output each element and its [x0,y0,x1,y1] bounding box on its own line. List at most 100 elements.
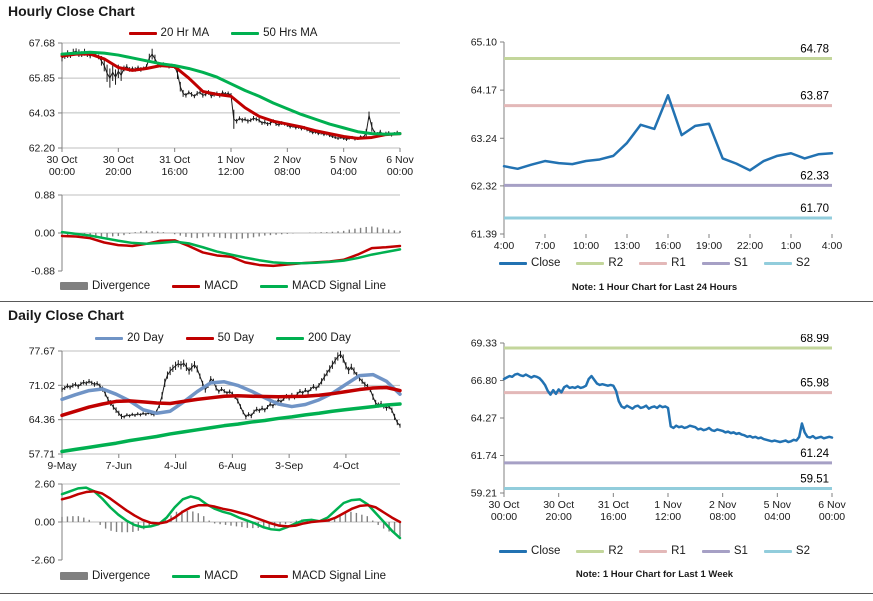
legend-label: R2 [608,257,624,269]
close-swatch [499,261,528,265]
hourly-ma-legend: 20 Hr MA 50 Hrs MA [54,27,392,39]
svg-text:2.60: 2.60 [35,479,56,491]
svg-text:9-May: 9-May [47,460,77,472]
svg-text:61.39: 61.39 [471,229,497,241]
svg-text:71.02: 71.02 [29,380,55,392]
svg-text:20:00: 20:00 [105,166,131,178]
svg-text:64.03: 64.03 [29,107,55,119]
svg-text:6 Nov: 6 Nov [386,154,414,166]
hourly-macd-chart: 0.88 0.00 -0.88 [31,190,402,278]
svg-text:61.24: 61.24 [800,448,829,460]
svg-text:62.20: 62.20 [29,143,55,155]
svg-text:6 Nov: 6 Nov [818,499,846,511]
r2-swatch [576,549,605,553]
legend-label: S2 [795,257,810,269]
legend-item-200day: 200 Day [276,332,351,344]
svg-text:30 Oct: 30 Oct [543,499,574,511]
legend-label: Close [531,545,561,557]
s2-swatch [763,261,792,265]
svg-text:-0.88: -0.88 [31,266,55,278]
svg-text:0.88: 0.88 [35,190,56,202]
svg-text:4-Jul: 4-Jul [164,460,187,472]
svg-text:04:00: 04:00 [764,511,790,523]
legend-label: R2 [608,545,624,557]
legend-item-50day: 50 Day [185,332,255,344]
svg-text:4:00: 4:00 [494,240,515,252]
legend-item-close: Close [499,545,560,557]
legend-label: 50 Day [217,332,255,344]
legend-item-macd-signal: MACD Signal Line [260,280,386,292]
daily-ma-legend: 20 Day 50 Day 200 Day [54,332,392,344]
svg-text:59.21: 59.21 [471,488,497,500]
svg-text:00:00: 00:00 [49,166,75,178]
svg-text:30 Oct: 30 Oct [47,154,78,166]
legend-item-20hr-ma: 20 Hr MA [128,27,209,39]
svg-text:69.33: 69.33 [471,338,497,350]
legend-label: Close [531,257,561,269]
svg-text:65.10: 65.10 [471,37,497,49]
svg-text:31 Oct: 31 Oct [598,499,629,511]
legend-item-r1: R1 [639,545,686,557]
legend-label: S1 [733,545,748,557]
legend-item-r2: R2 [576,257,623,269]
s1-swatch [701,261,730,265]
legend-label: MACD Signal Line [292,570,386,582]
svg-text:1:00: 1:00 [781,240,802,252]
svg-text:66.80: 66.80 [471,375,497,387]
daily-section-title: Daily Close Chart [8,307,124,323]
legend-label: 200 Day [308,332,351,344]
svg-text:08:00: 08:00 [710,511,736,523]
legend-item-macd: MACD [172,570,238,582]
svg-text:30 Oct: 30 Oct [103,154,134,166]
svg-text:08:00: 08:00 [274,166,300,178]
hourly-sr-legend: Close R2 R1 S1 S2 [436,257,873,269]
legend-item-r2: R2 [576,545,623,557]
legend-label: R1 [671,545,686,557]
svg-text:12:00: 12:00 [655,511,681,523]
svg-text:68.99: 68.99 [800,334,829,345]
legend-label: MACD Signal Line [292,280,386,292]
svg-text:-2.60: -2.60 [31,555,55,567]
legend-item-s2: S2 [763,257,810,269]
svg-text:67.68: 67.68 [29,38,55,50]
svg-text:20:00: 20:00 [546,511,572,523]
weekly-sr-note: Note: 1 Hour Chart for Last 1 Week [575,569,734,580]
svg-text:3-Sep: 3-Sep [275,460,303,472]
svg-text:00:00: 00:00 [819,511,845,523]
svg-text:12:00: 12:00 [218,166,244,178]
svg-text:2 Nov: 2 Nov [274,154,302,166]
macd-signal-swatch [260,574,289,578]
legend-item-s1: S1 [701,545,748,557]
legend-label: Divergence [91,570,151,582]
svg-text:04:00: 04:00 [331,166,357,178]
svg-text:19:00: 19:00 [696,240,722,252]
s1-swatch [701,549,730,553]
svg-text:6-Aug: 6-Aug [218,460,246,472]
svg-text:59.51: 59.51 [800,474,829,486]
close-swatch [499,549,528,553]
legend-item-macd-signal: MACD Signal Line [260,570,386,582]
svg-text:16:00: 16:00 [600,511,626,523]
svg-text:0.00: 0.00 [35,517,56,529]
legend-label: 50 Hrs MA [263,27,318,39]
20day-swatch [95,336,124,340]
svg-text:65.98: 65.98 [800,378,829,390]
svg-text:64.36: 64.36 [29,414,55,426]
svg-text:62.32: 62.32 [471,180,497,192]
svg-text:61.70: 61.70 [800,203,829,215]
svg-text:7-Jun: 7-Jun [106,460,132,472]
legend-item-divergence: Divergence [59,570,151,582]
svg-text:61.74: 61.74 [471,450,497,462]
50hr-ma-swatch [231,31,260,35]
divergence-swatch [59,282,88,290]
legend-label: Divergence [91,280,151,292]
daily-close-chart: 77.67 71.02 64.36 57.719-May 7-Jun 4-Jul 6-Aug… [29,346,402,472]
svg-text:00:00: 00:00 [491,511,517,523]
svg-text:16:00: 16:00 [162,166,188,178]
svg-text:1 Nov: 1 Nov [217,154,245,166]
legend-item-macd: MACD [172,280,238,292]
svg-text:31 Oct: 31 Oct [159,154,190,166]
legend-label: S1 [733,257,748,269]
svg-text:10:00: 10:00 [573,240,599,252]
svg-text:5 Nov: 5 Nov [330,154,358,166]
